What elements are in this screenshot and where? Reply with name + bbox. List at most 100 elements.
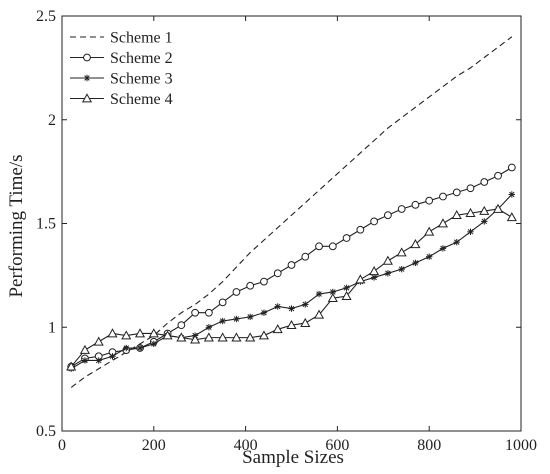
legend-label: Scheme 2 bbox=[110, 50, 173, 67]
series-layer bbox=[66, 36, 517, 388]
star-stroke bbox=[219, 318, 226, 324]
y-tick-label: 2 bbox=[48, 112, 56, 129]
data-point bbox=[426, 253, 433, 260]
star-stroke bbox=[371, 274, 377, 281]
legend-item-1: Scheme 1 bbox=[70, 30, 173, 47]
data-point bbox=[246, 313, 254, 321]
data-point bbox=[134, 328, 146, 338]
star-stroke bbox=[412, 260, 419, 266]
star-stroke bbox=[233, 316, 240, 322]
star-stroke bbox=[151, 341, 157, 347]
data-point bbox=[327, 292, 338, 303]
data-point bbox=[369, 265, 380, 276]
data-point bbox=[315, 242, 323, 251]
data-point bbox=[274, 303, 281, 310]
data-point bbox=[411, 200, 420, 209]
data-point bbox=[384, 270, 392, 277]
data-point bbox=[219, 317, 226, 325]
data-point bbox=[493, 203, 504, 213]
data-point bbox=[190, 334, 201, 344]
data-point bbox=[425, 196, 434, 205]
series-1 bbox=[70, 36, 513, 388]
data-point bbox=[287, 261, 296, 269]
data-point bbox=[480, 178, 489, 186]
data-point bbox=[260, 309, 268, 316]
data-point bbox=[439, 192, 447, 201]
data-point bbox=[439, 245, 447, 252]
star-stroke bbox=[316, 291, 322, 297]
star-stroke bbox=[84, 75, 90, 81]
data-point bbox=[176, 332, 187, 342]
data-point bbox=[205, 324, 213, 331]
star-stroke bbox=[343, 285, 350, 291]
data-point bbox=[370, 274, 378, 281]
data-point bbox=[383, 211, 392, 220]
data-point bbox=[507, 163, 516, 172]
data-point bbox=[273, 269, 282, 278]
series-3 bbox=[67, 191, 516, 372]
data-point bbox=[437, 218, 449, 228]
data-point bbox=[342, 234, 351, 242]
data-point bbox=[218, 298, 227, 307]
x-tick-label: 400 bbox=[234, 437, 258, 454]
data-point bbox=[83, 74, 91, 82]
star-stroke bbox=[453, 239, 460, 245]
x-tick-label: 0 bbox=[58, 437, 66, 454]
data-point bbox=[203, 332, 214, 342]
data-point bbox=[466, 184, 475, 193]
data-point bbox=[396, 247, 407, 257]
data-point bbox=[465, 207, 476, 217]
star-stroke bbox=[398, 266, 405, 272]
data-point bbox=[150, 340, 157, 348]
data-point bbox=[508, 191, 516, 198]
series-2 bbox=[67, 163, 516, 371]
series-line bbox=[70, 208, 513, 368]
data-point bbox=[95, 357, 102, 364]
x-tick-label: 1000 bbox=[505, 437, 537, 454]
data-point bbox=[424, 226, 435, 236]
data-point bbox=[272, 324, 283, 334]
legend-item-4: Scheme 4 bbox=[70, 91, 173, 108]
y-axis-label: Performing Time/s bbox=[6, 154, 27, 297]
data-point bbox=[328, 242, 337, 251]
data-point bbox=[231, 332, 242, 342]
data-point bbox=[356, 225, 365, 234]
star-stroke bbox=[123, 345, 130, 351]
legend-item-2: Scheme 2 bbox=[70, 50, 173, 67]
star-stroke bbox=[274, 303, 281, 310]
data-point bbox=[479, 205, 490, 215]
data-point bbox=[412, 259, 419, 267]
data-point bbox=[467, 228, 474, 235]
star-stroke bbox=[426, 253, 432, 260]
data-point bbox=[136, 344, 144, 352]
data-point bbox=[260, 277, 268, 286]
data-point bbox=[79, 344, 90, 354]
legend-label: Scheme 1 bbox=[110, 30, 173, 47]
data-point bbox=[506, 212, 517, 222]
data-point bbox=[162, 330, 173, 340]
data-point bbox=[452, 188, 461, 197]
x-axis-label: Sample Sizes bbox=[242, 447, 344, 468]
data-point bbox=[123, 344, 130, 352]
data-point bbox=[177, 321, 186, 330]
data-point bbox=[300, 317, 311, 327]
y-tick-label: 2.5 bbox=[36, 8, 56, 25]
y-tick-label: 1.5 bbox=[36, 216, 56, 233]
star-stroke bbox=[95, 357, 102, 364]
data-point bbox=[83, 53, 91, 62]
star-stroke bbox=[206, 324, 212, 331]
data-point bbox=[481, 218, 488, 225]
x-tick-label: 200 bbox=[142, 437, 166, 454]
star-stroke bbox=[481, 218, 488, 225]
data-point bbox=[232, 288, 241, 296]
star-stroke bbox=[82, 357, 88, 364]
series-line bbox=[70, 36, 513, 388]
data-point bbox=[370, 217, 379, 226]
data-point bbox=[313, 309, 325, 319]
data-point bbox=[286, 319, 297, 330]
data-point bbox=[191, 308, 200, 317]
x-tick-label: 600 bbox=[325, 437, 349, 454]
data-point bbox=[204, 308, 213, 317]
star-stroke bbox=[509, 191, 515, 198]
